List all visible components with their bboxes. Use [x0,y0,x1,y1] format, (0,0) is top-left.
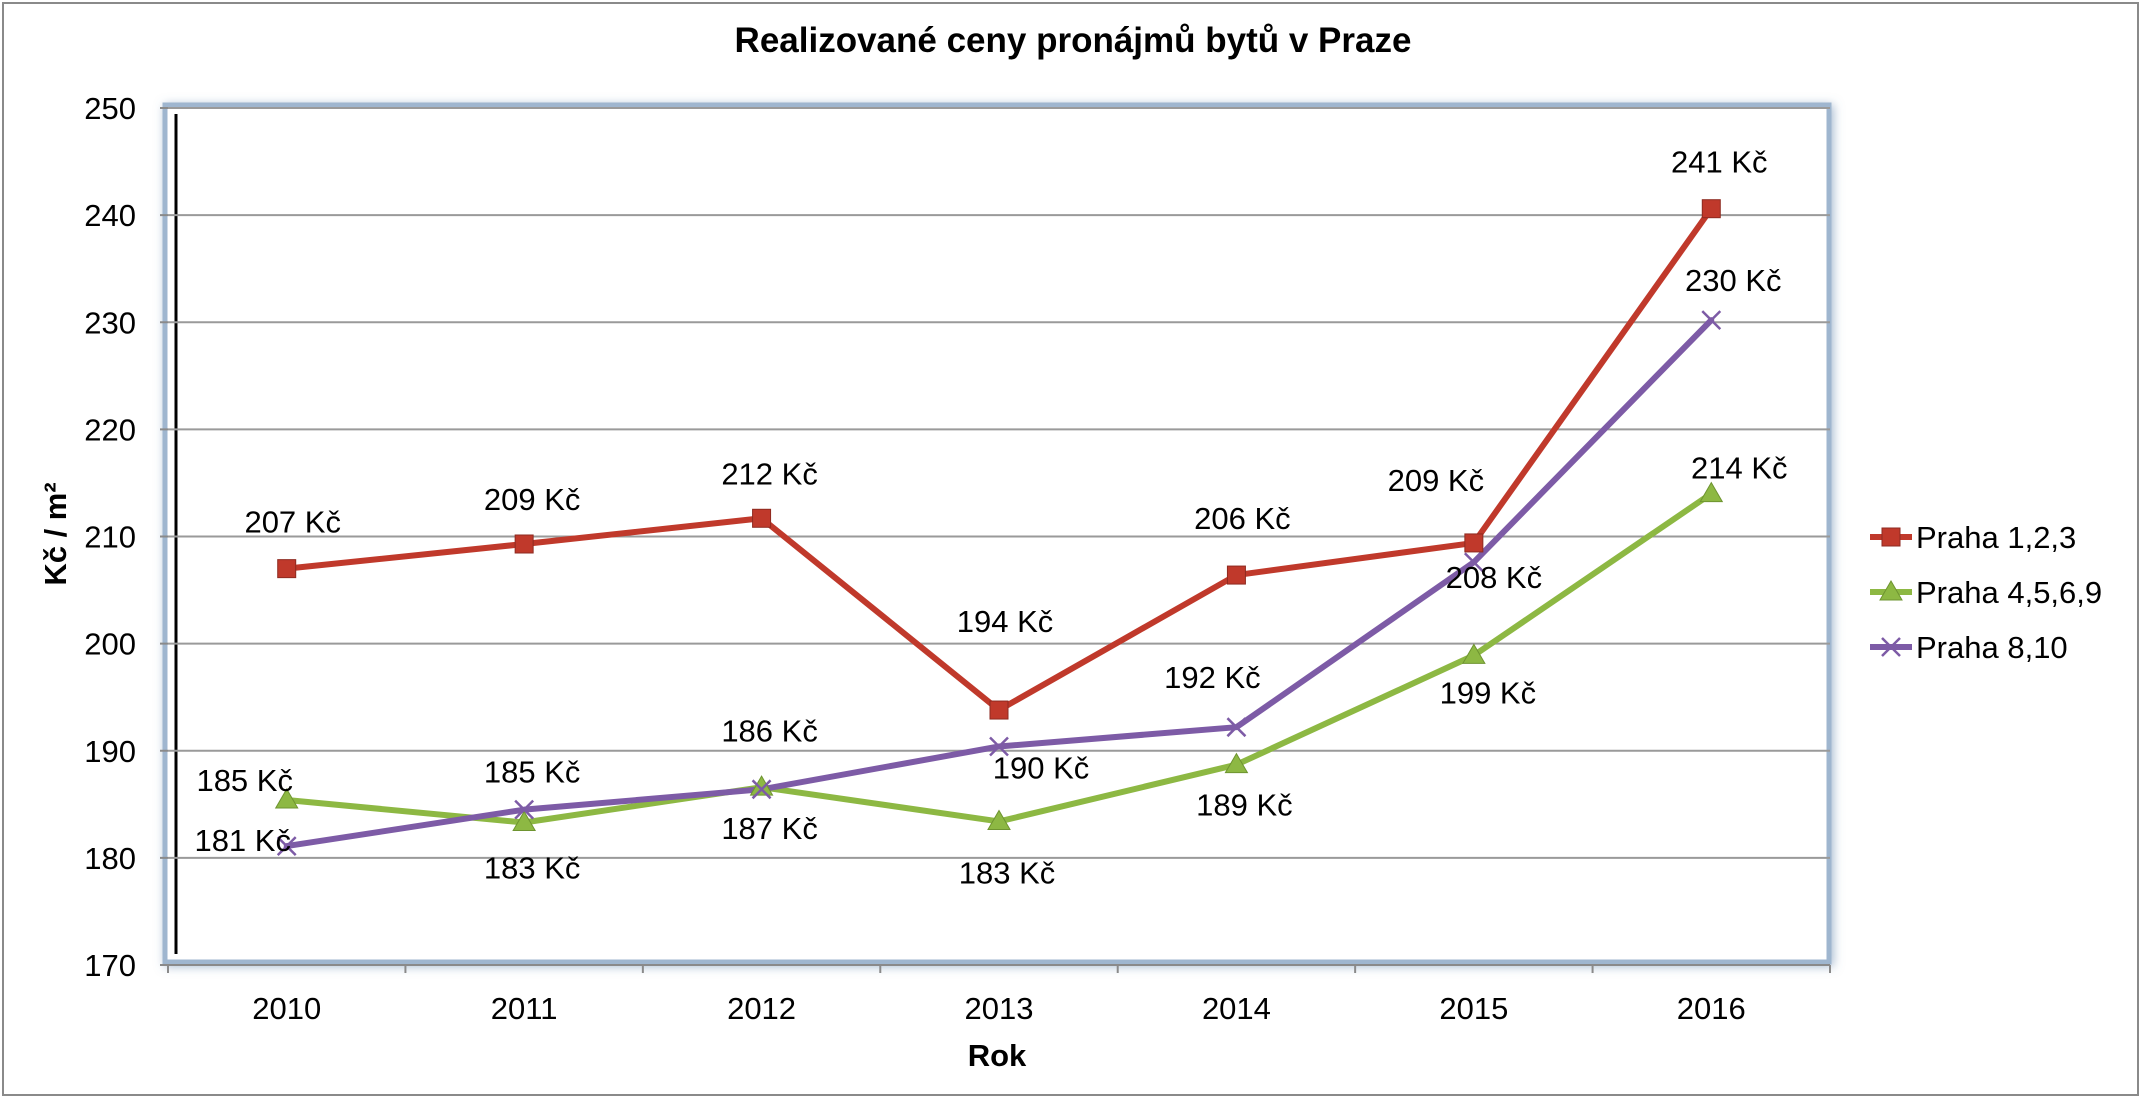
legend-marker [1879,580,1903,601]
y-tick-label: 180 [84,841,136,876]
legend: Praha 1,2,3 Praha 4,5,6,9 Praha 8,10 [1870,520,2102,665]
chart-title: Realizované ceny pronájmů bytů v Praze [735,21,1412,60]
data-point [987,809,1011,830]
legend-item: Praha 1,2,3 [1870,520,2076,555]
data-label: 183 Kč [959,855,1056,890]
x-tick-label: 2014 [1202,991,1271,1026]
data-point [989,700,1009,720]
data-point [1701,199,1721,219]
data-label: 207 Kč [244,505,341,540]
legend-marker [1881,527,1901,547]
data-label: 194 Kč [957,604,1054,639]
x-tick-label: 2011 [491,991,558,1026]
y-tick-label: 240 [84,198,136,233]
data-label: 209 Kč [1388,463,1485,498]
plot-area [162,102,1832,965]
data-point [514,799,535,820]
y-tick-label: 230 [84,305,136,340]
data-point [1463,552,1484,573]
legend-label: Praha 1,2,3 [1916,520,2076,555]
data-labels: 207 Kč 209 Kč 212 Kč 194 Kč 206 Kč 209 Kč 241 … [194,145,1787,891]
x-tick-label: 2012 [727,991,796,1026]
data-label: 192 Kč [1164,660,1261,695]
data-label: 206 Kč [1194,501,1291,536]
data-label: 187 Kč [721,811,818,846]
data-label: 241 Kč [1671,145,1768,180]
y-tick-label: 200 [84,627,136,662]
y-tick-label: 170 [84,948,136,983]
x-tick-label: 2015 [1439,991,1508,1026]
data-point [1224,752,1249,774]
data-point [277,559,297,579]
y-tick-label: 250 [84,91,136,126]
data-label: 209 Kč [484,482,581,517]
data-point [1701,310,1722,330]
data-label: 208 Kč [1446,560,1543,595]
data-label: 214 Kč [1691,451,1788,486]
data-point [752,508,772,528]
data-point [749,775,774,796]
data-point [1461,643,1486,664]
data-label: 212 Kč [721,456,818,491]
legend-item: Praha 8,10 [1870,630,2068,665]
y-tick-label: 210 [84,520,136,555]
data-point [1699,481,1724,503]
y-axis-title: Kč / m² [38,482,73,585]
data-point [1226,717,1247,738]
data-point [1226,565,1246,585]
legend-marker [1881,637,1901,657]
data-label: 183 Kč [484,851,581,886]
data-label: 181 Kč [194,823,291,858]
data-point [276,836,297,856]
data-point [1464,533,1484,553]
x-tick-labels: 2010 2011 2012 2013 2014 2015 2016 [252,991,1746,1026]
x-tick-label: 2016 [1677,991,1746,1026]
data-label: 190 Kč [993,750,1090,785]
legend-item: Praha 4,5,6,9 [1870,575,2102,610]
y-tick-label: 190 [84,734,136,769]
data-label: 185 Kč [484,755,581,790]
line-chart: Realizované ceny pronájmů bytů v Praze 1… [38,21,2102,1073]
data-label: 230 Kč [1685,263,1782,298]
y-tick-labels: 170 180 190 200 210 220 230 240 250 [84,91,136,983]
data-label: 185 Kč [196,763,293,798]
gridlines [168,107,1830,859]
axes [160,107,1831,973]
legend-label: Praha 8,10 [1916,630,2068,665]
data-point [274,788,299,809]
series-markers [274,199,1724,856]
data-point [512,810,537,832]
data-point [514,534,534,554]
y-tick-label: 220 [84,412,136,447]
legend-label: Praha 4,5,6,9 [1916,575,2102,610]
x-tick-label: 2013 [965,991,1034,1026]
data-point [989,736,1009,757]
data-point [751,779,772,800]
data-label: 186 Kč [721,713,818,748]
data-label: 189 Kč [1196,788,1293,823]
x-tick-label: 2010 [252,991,321,1026]
data-label: 199 Kč [1440,675,1537,710]
x-axis-title: Rok [968,1038,1027,1073]
